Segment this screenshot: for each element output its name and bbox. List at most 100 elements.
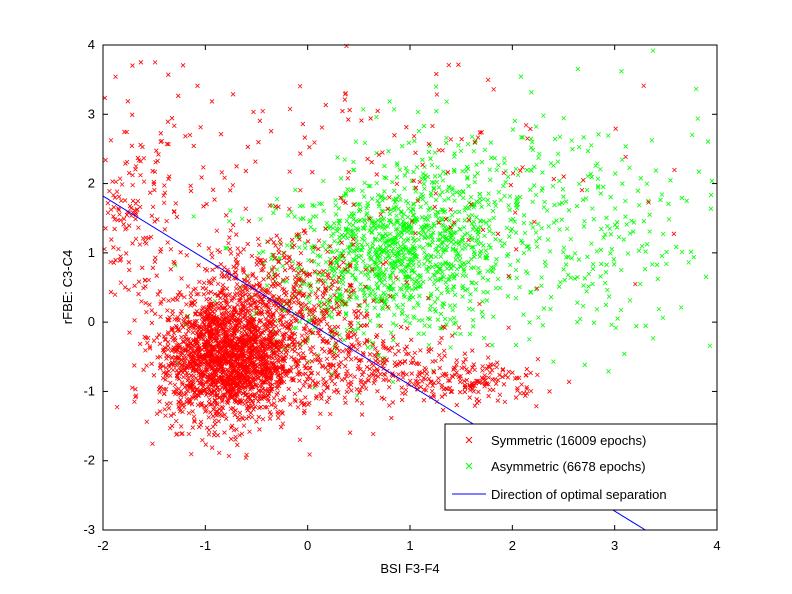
symmetric-point (425, 295, 431, 301)
symmetric-point (513, 395, 519, 400)
symmetric-point (214, 357, 220, 363)
asymmetric-point (508, 262, 513, 268)
asymmetric-point (298, 216, 303, 222)
symmetric-point (347, 320, 353, 325)
asymmetric-point (387, 255, 393, 261)
symmetric-point (256, 350, 262, 355)
symmetric-point (234, 260, 239, 266)
asymmetric-point (441, 169, 446, 174)
symmetric-point (254, 419, 259, 424)
symmetric-point (315, 357, 320, 363)
asymmetric-point (598, 274, 603, 279)
asymmetric-point (557, 134, 563, 140)
symmetric-point (137, 341, 143, 347)
asymmetric-point (459, 237, 465, 243)
asymmetric-point (451, 241, 456, 247)
symmetric-point (330, 363, 336, 368)
symmetric-point (166, 72, 171, 77)
asymmetric-point (664, 261, 669, 267)
asymmetric-point (428, 156, 433, 162)
asymmetric-point (457, 258, 463, 263)
asymmetric-point (498, 197, 503, 203)
symmetric-point (295, 363, 300, 369)
symmetric-point (149, 361, 154, 367)
asymmetric-point (374, 281, 380, 286)
asymmetric-point (533, 192, 539, 198)
asymmetric-point (403, 245, 408, 251)
symmetric-point (242, 312, 248, 318)
asymmetric-point (408, 257, 414, 262)
asymmetric-point (384, 233, 390, 239)
asymmetric-point (599, 226, 604, 232)
symmetric-point (318, 278, 324, 283)
asymmetric-point (293, 187, 298, 193)
asymmetric-point (589, 241, 594, 246)
symmetric-point (161, 386, 167, 392)
asymmetric-point (409, 178, 415, 184)
symmetric-point (162, 183, 167, 188)
symmetric-point (206, 427, 212, 433)
asymmetric-point (405, 229, 410, 235)
symmetric-point (500, 374, 505, 380)
asymmetric-point (381, 290, 386, 296)
symmetric-point (524, 391, 530, 396)
symmetric-point (320, 294, 326, 300)
symmetric-point (122, 285, 128, 290)
symmetric-point (325, 369, 331, 374)
asymmetric-point (356, 208, 362, 214)
symmetric-point (220, 349, 225, 355)
symmetric-point (429, 379, 434, 385)
asymmetric-point (612, 206, 618, 211)
symmetric-point (383, 377, 389, 382)
asymmetric-point (433, 277, 438, 283)
symmetric-point (465, 370, 471, 375)
symmetric-point (359, 412, 365, 417)
symmetric-point (445, 170, 451, 175)
symmetric-point (349, 388, 354, 393)
symmetric-point (162, 190, 168, 196)
asymmetric-point (429, 180, 435, 185)
asymmetric-point (484, 255, 490, 261)
symmetric-point (233, 274, 239, 279)
asymmetric-point (445, 290, 451, 295)
symmetric-point (174, 431, 180, 437)
symmetric-point (468, 201, 474, 207)
asymmetric-point (518, 74, 524, 79)
symmetric-point (242, 314, 248, 319)
symmetric-point (238, 373, 244, 378)
symmetric-point (368, 116, 373, 121)
asymmetric-point (340, 277, 345, 283)
asymmetric-point (641, 218, 647, 224)
asymmetric-point (528, 221, 534, 226)
symmetric-point (430, 383, 436, 388)
symmetric-point (281, 395, 287, 400)
asymmetric-point (432, 299, 438, 305)
symmetric-point (243, 298, 249, 303)
symmetric-point (224, 300, 229, 306)
symmetric-point (261, 356, 267, 362)
symmetric-point (241, 247, 247, 252)
asymmetric-point (443, 260, 448, 265)
asymmetric-point (373, 259, 378, 265)
symmetric-point (290, 376, 296, 381)
asymmetric-point (425, 217, 431, 222)
symmetric-point (173, 323, 179, 329)
asymmetric-point (483, 220, 489, 225)
asymmetric-point (342, 157, 348, 162)
asymmetric-point (450, 247, 456, 252)
asymmetric-point (397, 286, 403, 291)
asymmetric-point (643, 323, 648, 329)
symmetric-point (506, 325, 511, 330)
asymmetric-point (508, 228, 514, 234)
asymmetric-point (487, 177, 493, 183)
symmetric-point (161, 200, 167, 206)
asymmetric-point (466, 242, 471, 248)
symmetric-point (267, 373, 273, 379)
asymmetric-point (627, 231, 633, 236)
symmetric-point (287, 169, 292, 174)
asymmetric-point (417, 293, 422, 299)
symmetric-point (188, 303, 193, 308)
symmetric-point (376, 152, 382, 158)
symmetric-point (362, 379, 368, 385)
asymmetric-point (493, 236, 498, 242)
